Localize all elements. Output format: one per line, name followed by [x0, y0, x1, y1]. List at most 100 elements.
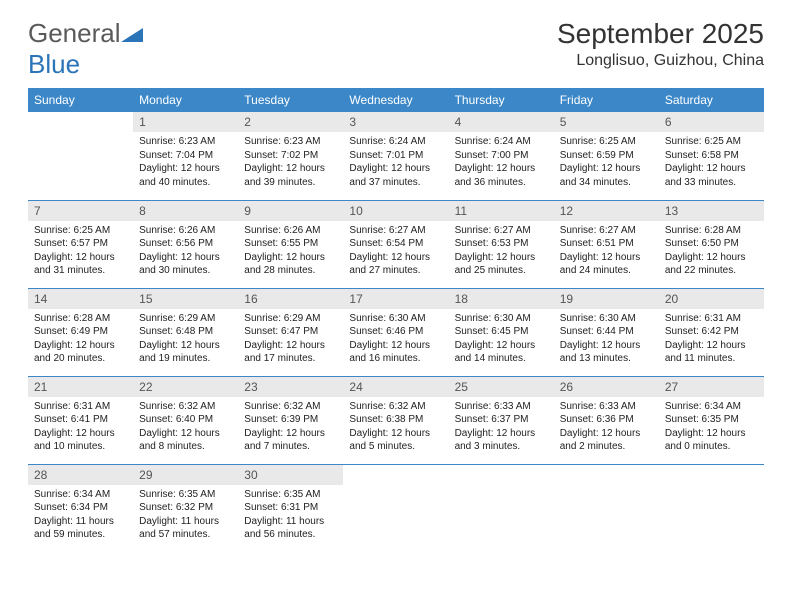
day-details: Sunrise: 6:24 AMSunset: 7:01 PMDaylight:… — [343, 132, 448, 193]
calendar-cell — [449, 464, 554, 552]
sunrise-value: 6:29 AM — [284, 313, 321, 324]
calendar-cell: 17Sunrise: 6:30 AMSunset: 6:46 PMDayligh… — [343, 288, 448, 376]
day-number: 4 — [449, 112, 554, 132]
sunset-label: Sunset: — [455, 326, 489, 337]
day-number: 22 — [133, 377, 238, 397]
day-details: Sunrise: 6:31 AMSunset: 6:41 PMDaylight:… — [28, 397, 133, 458]
sunrise-value: 6:25 AM — [704, 136, 741, 147]
sunset-label: Sunset: — [244, 150, 278, 161]
calendar-cell: 20Sunrise: 6:31 AMSunset: 6:42 PMDayligh… — [659, 288, 764, 376]
calendar-cell — [343, 464, 448, 552]
calendar-cell: 19Sunrise: 6:30 AMSunset: 6:44 PMDayligh… — [554, 288, 659, 376]
sunrise-value: 6:24 AM — [389, 136, 426, 147]
sunset-label: Sunset: — [34, 238, 68, 249]
daylight-label: Daylight: — [139, 428, 178, 439]
day-details: Sunrise: 6:28 AMSunset: 6:49 PMDaylight:… — [28, 309, 133, 370]
sunset-label: Sunset: — [349, 414, 383, 425]
weekday-header: Friday — [554, 88, 659, 112]
sunrise-value: 6:23 AM — [179, 136, 216, 147]
sunset-label: Sunset: — [665, 150, 699, 161]
sunrise-label: Sunrise: — [244, 401, 281, 412]
daylight-label: Daylight: — [34, 252, 73, 263]
sunrise-value: 6:30 AM — [389, 313, 426, 324]
day-details: Sunrise: 6:24 AMSunset: 7:00 PMDaylight:… — [449, 132, 554, 193]
sunrise-value: 6:32 AM — [284, 401, 321, 412]
sunset-value: 6:37 PM — [491, 414, 528, 425]
daylight-label: Daylight: — [244, 252, 283, 263]
sunset-label: Sunset: — [244, 326, 278, 337]
weekday-header: Thursday — [449, 88, 554, 112]
sunrise-value: 6:35 AM — [179, 489, 216, 500]
day-number: 8 — [133, 201, 238, 221]
calendar-cell: 26Sunrise: 6:33 AMSunset: 6:36 PMDayligh… — [554, 376, 659, 464]
sunrise-value: 6:27 AM — [494, 225, 531, 236]
sunrise-label: Sunrise: — [349, 401, 386, 412]
calendar-cell: 5Sunrise: 6:25 AMSunset: 6:59 PMDaylight… — [554, 112, 659, 200]
day-details: Sunrise: 6:28 AMSunset: 6:50 PMDaylight:… — [659, 221, 764, 282]
sunrise-label: Sunrise: — [244, 136, 281, 147]
sunset-label: Sunset: — [34, 414, 68, 425]
day-details: Sunrise: 6:30 AMSunset: 6:45 PMDaylight:… — [449, 309, 554, 370]
day-number: 3 — [343, 112, 448, 132]
sunrise-value: 6:25 AM — [73, 225, 110, 236]
sunset-value: 6:38 PM — [386, 414, 423, 425]
daylight-label: Daylight: — [455, 428, 494, 439]
day-details: Sunrise: 6:25 AMSunset: 6:58 PMDaylight:… — [659, 132, 764, 193]
sunset-value: 7:01 PM — [386, 150, 423, 161]
daylight-label: Daylight: — [455, 163, 494, 174]
daylight-label: Daylight: — [34, 516, 73, 527]
day-number: 16 — [238, 289, 343, 309]
sunrise-value: 6:29 AM — [179, 313, 216, 324]
daylight-label: Daylight: — [665, 428, 704, 439]
calendar-cell: 6Sunrise: 6:25 AMSunset: 6:58 PMDaylight… — [659, 112, 764, 200]
sunrise-label: Sunrise: — [34, 489, 71, 500]
sunset-label: Sunset: — [560, 414, 594, 425]
sunrise-value: 6:25 AM — [599, 136, 636, 147]
sunrise-value: 6:28 AM — [73, 313, 110, 324]
sunset-value: 6:50 PM — [702, 238, 739, 249]
sunset-label: Sunset: — [139, 326, 173, 337]
sunset-label: Sunset: — [560, 326, 594, 337]
sunset-label: Sunset: — [560, 150, 594, 161]
sunset-value: 7:00 PM — [491, 150, 528, 161]
day-number: 10 — [343, 201, 448, 221]
sunset-label: Sunset: — [139, 238, 173, 249]
sunrise-label: Sunrise: — [349, 313, 386, 324]
calendar-cell: 3Sunrise: 6:24 AMSunset: 7:01 PMDaylight… — [343, 112, 448, 200]
day-details: Sunrise: 6:26 AMSunset: 6:55 PMDaylight:… — [238, 221, 343, 282]
sunrise-label: Sunrise: — [139, 489, 176, 500]
sunset-label: Sunset: — [455, 150, 489, 161]
sunset-label: Sunset: — [139, 150, 173, 161]
sunrise-label: Sunrise: — [349, 136, 386, 147]
daylight-label: Daylight: — [560, 340, 599, 351]
day-details: Sunrise: 6:30 AMSunset: 6:44 PMDaylight:… — [554, 309, 659, 370]
day-details: Sunrise: 6:33 AMSunset: 6:36 PMDaylight:… — [554, 397, 659, 458]
sunrise-label: Sunrise: — [455, 225, 492, 236]
sunrise-value: 6:27 AM — [599, 225, 636, 236]
sunset-label: Sunset: — [34, 326, 68, 337]
day-details: Sunrise: 6:35 AMSunset: 6:31 PMDaylight:… — [238, 485, 343, 546]
daylight-label: Daylight: — [560, 428, 599, 439]
location-text: Longlisuo, Guizhou, China — [557, 52, 764, 70]
day-details: Sunrise: 6:30 AMSunset: 6:46 PMDaylight:… — [343, 309, 448, 370]
daylight-label: Daylight: — [244, 428, 283, 439]
sunrise-label: Sunrise: — [560, 313, 597, 324]
calendar-cell: 13Sunrise: 6:28 AMSunset: 6:50 PMDayligh… — [659, 200, 764, 288]
calendar-body: 1Sunrise: 6:23 AMSunset: 7:04 PMDaylight… — [28, 112, 764, 552]
calendar-cell: 22Sunrise: 6:32 AMSunset: 6:40 PMDayligh… — [133, 376, 238, 464]
weekday-header: Sunday — [28, 88, 133, 112]
day-number: 26 — [554, 377, 659, 397]
calendar-cell: 10Sunrise: 6:27 AMSunset: 6:54 PMDayligh… — [343, 200, 448, 288]
weekday-header: Saturday — [659, 88, 764, 112]
sunrise-label: Sunrise: — [455, 313, 492, 324]
sunset-value: 6:39 PM — [281, 414, 318, 425]
sunset-value: 6:47 PM — [281, 326, 318, 337]
sunset-value: 6:51 PM — [596, 238, 633, 249]
day-number: 20 — [659, 289, 764, 309]
sunrise-label: Sunrise: — [455, 136, 492, 147]
daylight-label: Daylight: — [349, 163, 388, 174]
calendar-cell: 18Sunrise: 6:30 AMSunset: 6:45 PMDayligh… — [449, 288, 554, 376]
sunrise-value: 6:28 AM — [704, 225, 741, 236]
sunset-label: Sunset: — [455, 414, 489, 425]
day-number: 27 — [659, 377, 764, 397]
